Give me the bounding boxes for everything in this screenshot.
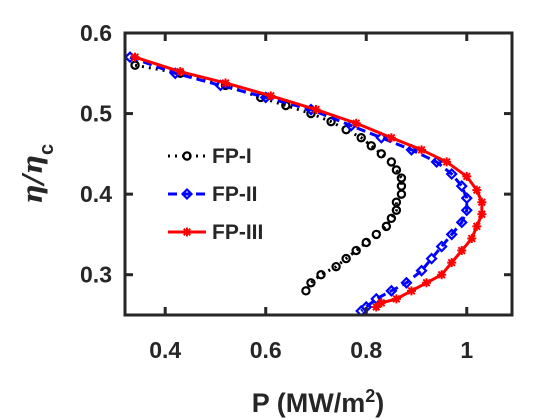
x-tick-label: 0.8 (350, 337, 382, 363)
data-point (386, 157, 397, 167)
data-point (385, 284, 398, 297)
y-axis-label: η/ηc (18, 144, 58, 204)
data-point (460, 204, 473, 217)
series-line (134, 63, 403, 292)
data-point (391, 294, 401, 304)
x-axis-label: P (MW/m2) (252, 386, 385, 418)
legend-marker (182, 227, 192, 237)
data-point (425, 252, 438, 265)
x-axis-label-main: P (MW/m (252, 388, 366, 418)
data-point (175, 67, 185, 77)
legend-entry: FP-II (168, 183, 258, 206)
y-tick-label: 0.4 (80, 181, 112, 207)
data-point (366, 141, 376, 151)
data-point (130, 52, 140, 62)
data-point (376, 149, 387, 159)
data-point (415, 264, 428, 277)
data-point (351, 245, 361, 256)
data-point (477, 197, 487, 207)
series-fp-ii (125, 51, 473, 315)
x-tick-label: 0.4 (149, 337, 181, 363)
data-point (391, 197, 402, 207)
data-point (455, 216, 468, 229)
series-fp-iii (130, 52, 487, 312)
data-point (386, 133, 396, 143)
data-point (472, 221, 482, 231)
series-line (129, 55, 469, 313)
legend-entry: FP-I (168, 145, 252, 168)
data-point (437, 270, 447, 280)
x-tick-label: 1 (460, 337, 473, 363)
data-point (316, 270, 326, 280)
data-point (460, 192, 473, 205)
data-point (351, 118, 361, 128)
data-point (400, 276, 413, 289)
legend: FP-I FP-II FP-III (168, 145, 263, 244)
legend-label: FP-II (212, 183, 258, 206)
data-point (477, 209, 487, 219)
y-axis-label-base: η/η (18, 155, 49, 204)
data-point (467, 233, 477, 243)
data-point (301, 286, 311, 296)
data-point (376, 298, 386, 308)
data-point (396, 181, 407, 191)
data-point (396, 189, 407, 199)
data-point (462, 171, 472, 181)
legend-label: FP-I (212, 145, 252, 168)
data-point (386, 213, 397, 224)
series-layer (125, 51, 487, 315)
data-point (391, 165, 402, 175)
data-point (311, 105, 321, 115)
legend-entry: FP-III (168, 221, 263, 244)
data-point (371, 302, 381, 312)
data-point (472, 185, 482, 195)
ticks-layer: 0.4 0.6 0.8 1 0.3 0.4 0.5 0.6 (80, 20, 512, 363)
data-point (406, 286, 416, 296)
data-point (371, 229, 381, 240)
data-point (266, 91, 276, 101)
data-point (341, 253, 351, 264)
data-point (391, 205, 402, 215)
legend-label: FP-III (212, 221, 263, 244)
data-point (356, 133, 366, 143)
y-tick-label: 0.5 (80, 101, 112, 127)
legend-marker (180, 187, 194, 201)
data-point (396, 173, 407, 183)
y-axis-label-sub: c (36, 144, 58, 155)
data-point (422, 278, 432, 288)
data-point (447, 258, 457, 268)
data-point (306, 278, 316, 288)
data-point (445, 167, 458, 181)
data-point (355, 304, 368, 315)
legend-marker (182, 151, 192, 161)
data-point (455, 180, 468, 193)
data-point (457, 246, 467, 256)
data-point (435, 240, 448, 253)
x-axis-label-sup: 2 (365, 386, 375, 406)
data-point (445, 228, 458, 241)
data-point (417, 145, 427, 155)
x-tick-label: 0.6 (250, 337, 282, 363)
data-point (221, 78, 231, 88)
series-line (134, 55, 484, 309)
axes-box (123, 31, 514, 317)
y-tick-label: 0.6 (80, 20, 112, 46)
data-point (331, 261, 341, 272)
data-point (381, 221, 392, 232)
y-tick-label: 0.3 (80, 262, 112, 288)
data-point (361, 237, 371, 248)
data-point (430, 155, 443, 168)
data-point (442, 157, 452, 167)
x-axis-label-close: ) (375, 388, 384, 418)
